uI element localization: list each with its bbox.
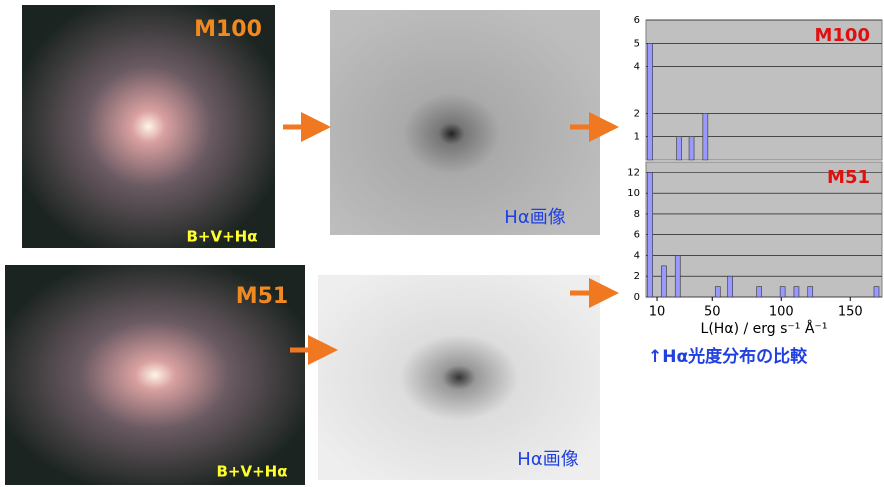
image-label: Hα画像 bbox=[504, 207, 565, 228]
bar bbox=[794, 287, 799, 297]
x-axis-label: L(Hα) / erg s⁻¹ Å⁻¹ bbox=[701, 320, 828, 337]
image-caption: B+V+Hα bbox=[186, 228, 257, 246]
image-label: Hα画像 bbox=[517, 449, 578, 470]
y-tick-label: 5 bbox=[634, 38, 640, 49]
image-label: M100 bbox=[194, 17, 262, 42]
slide: M100 B+V+Hα Hα画像 M51 B+V+Hα Hα画像 ↑Hα光度分布… bbox=[0, 0, 884, 487]
bar bbox=[780, 287, 785, 297]
y-tick-label: 4 bbox=[634, 62, 640, 73]
bar bbox=[874, 287, 879, 297]
x-tick-label: 150 bbox=[838, 305, 863, 320]
y-tick-label: 2 bbox=[634, 271, 640, 282]
image-label: M51 bbox=[236, 284, 289, 309]
page: {"images":[{"label":"M100","caption":"B+… bbox=[0, 0, 884, 487]
x-tick-label: 10 bbox=[649, 305, 666, 320]
y-tick-label: 0 bbox=[634, 292, 640, 303]
bar bbox=[715, 287, 720, 297]
bar bbox=[757, 287, 762, 297]
bar bbox=[808, 287, 813, 297]
bar bbox=[703, 113, 708, 160]
bar bbox=[648, 43, 653, 160]
y-tick-label: 12 bbox=[627, 167, 640, 178]
y-tick-label: 10 bbox=[627, 188, 640, 199]
chart-title: M51 bbox=[827, 167, 870, 188]
bar bbox=[648, 172, 653, 297]
y-tick-label: 1 bbox=[634, 132, 640, 143]
x-tick-label: 100 bbox=[769, 305, 794, 320]
y-tick-label: 6 bbox=[634, 230, 640, 241]
y-tick-label: 8 bbox=[634, 209, 640, 220]
chart-title: M100 bbox=[815, 25, 871, 46]
y-tick-label: 4 bbox=[634, 250, 640, 261]
image-caption: B+V+Hα bbox=[216, 463, 287, 481]
y-tick-label: 6 bbox=[634, 15, 640, 26]
bar bbox=[728, 276, 733, 297]
bar bbox=[677, 137, 682, 160]
bar bbox=[675, 255, 680, 297]
footnote: ↑Hα光度分布の比較 bbox=[648, 346, 808, 367]
x-tick-label: 50 bbox=[704, 305, 721, 320]
bar bbox=[661, 266, 666, 297]
y-tick-label: 2 bbox=[634, 108, 640, 119]
halpha-image bbox=[330, 10, 600, 235]
bar bbox=[689, 137, 694, 160]
